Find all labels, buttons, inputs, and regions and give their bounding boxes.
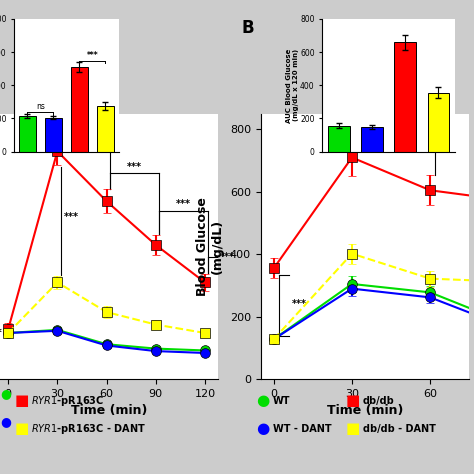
Text: ■: ■ (346, 421, 360, 437)
Text: $\it{RYR1}$-pR163C - DANT: $\it{RYR1}$-pR163C - DANT (31, 422, 146, 436)
Text: ***: *** (176, 199, 191, 209)
Y-axis label: Blood Glucose
(mg/dL): Blood Glucose (mg/dL) (196, 197, 224, 296)
Text: $\it{RYR1}$-pR163C: $\it{RYR1}$-pR163C (31, 393, 104, 408)
Text: *: * (0, 328, 1, 338)
Bar (428, 93, 449, 152)
Text: B: B (242, 19, 255, 37)
Text: ●: ● (256, 393, 269, 408)
Text: ***: *** (87, 51, 98, 60)
Bar (328, 126, 350, 152)
X-axis label: Time (min): Time (min) (327, 404, 403, 418)
Text: ■: ■ (346, 393, 360, 408)
Text: WT - DANT: WT - DANT (273, 424, 331, 434)
Bar (19, 116, 36, 152)
Text: ns: ns (36, 102, 45, 111)
Bar (361, 127, 383, 152)
Text: db/db: db/db (363, 395, 394, 406)
Bar (97, 106, 114, 152)
Text: ***: *** (127, 162, 142, 172)
Text: ***: *** (64, 212, 79, 222)
Bar (394, 42, 416, 152)
Text: ●: ● (0, 387, 11, 400)
Bar (71, 67, 88, 152)
X-axis label: Time (min): Time (min) (71, 404, 147, 418)
Text: WT: WT (273, 395, 290, 406)
Bar (45, 118, 62, 152)
Text: ***: *** (292, 299, 307, 309)
Text: ■: ■ (14, 393, 28, 408)
Text: ■: ■ (14, 421, 28, 437)
Text: db/db - DANT: db/db - DANT (363, 424, 436, 434)
Text: ●: ● (256, 421, 269, 437)
Text: ●: ● (0, 415, 11, 428)
Y-axis label: AUC Blood Glucose
(mg/dL x 120 min): AUC Blood Glucose (mg/dL x 120 min) (286, 48, 299, 122)
Text: ***: *** (76, 124, 91, 134)
Text: ***: *** (219, 253, 235, 263)
Text: ***: *** (386, 121, 401, 131)
